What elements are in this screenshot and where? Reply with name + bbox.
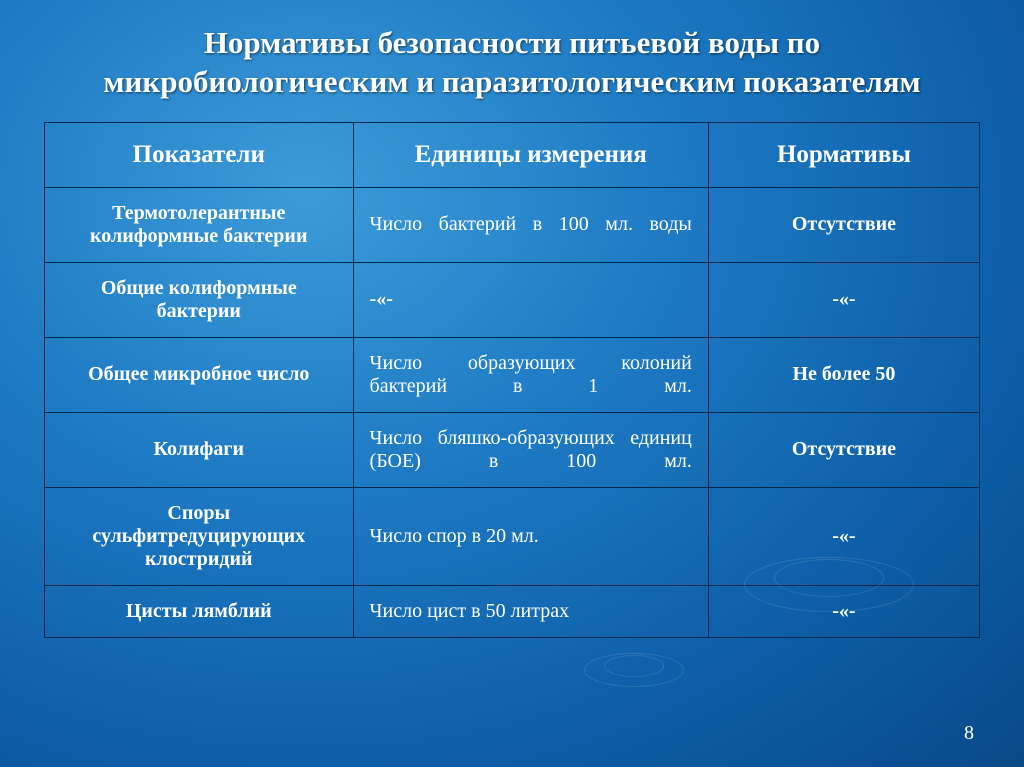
cell-unit: Число спор в 20 мл.	[353, 487, 708, 585]
table-row: Термотолерантные колиформные бактерии Чи…	[45, 187, 980, 262]
table-row: Общее микробное число Число образующих к…	[45, 337, 980, 412]
header-units: Единицы измерения	[353, 122, 708, 187]
cell-norm: -«-	[708, 585, 979, 637]
cell-indicator: Общее микробное число	[45, 337, 354, 412]
header-indicators: Показатели	[45, 122, 354, 187]
slide: Нормативы безопасности питьевой воды по …	[0, 0, 1024, 767]
table-row: Споры сульфитредуцирующих клостридий Чис…	[45, 487, 980, 585]
cell-unit: Число цист в 50 литрах	[353, 585, 708, 637]
cell-unit: Число образующих колоний бактерий в 1 мл…	[353, 337, 708, 412]
cell-unit: -«-	[353, 262, 708, 337]
cell-norm: Отсутствие	[708, 187, 979, 262]
table-header-row: Показатели Единицы измерения Нормативы	[45, 122, 980, 187]
table-row: Цисты лямблий Число цист в 50 литрах -«-	[45, 585, 980, 637]
header-norms: Нормативы	[708, 122, 979, 187]
cell-indicator: Термотолерантные колиформные бактерии	[45, 187, 354, 262]
water-ripple-decoration	[584, 653, 684, 687]
slide-title: Нормативы безопасности питьевой воды по …	[44, 24, 980, 102]
table-row: Колифаги Число бляшко-образующих единиц …	[45, 412, 980, 487]
cell-indicator: Колифаги	[45, 412, 354, 487]
cell-norm: -«-	[708, 262, 979, 337]
table-row: Общие колиформные бактерии -«- -«-	[45, 262, 980, 337]
cell-norm: -«-	[708, 487, 979, 585]
cell-unit: Число бляшко-образующих единиц (БОЕ) в 1…	[353, 412, 708, 487]
cell-indicator: Цисты лямблий	[45, 585, 354, 637]
cell-norm: Отсутствие	[708, 412, 979, 487]
cell-unit: Число бактерий в 100 мл. воды	[353, 187, 708, 262]
cell-indicator: Общие колиформные бактерии	[45, 262, 354, 337]
page-number: 8	[964, 722, 974, 745]
cell-indicator: Споры сульфитредуцирующих клостридий	[45, 487, 354, 585]
cell-norm: Не более 50	[708, 337, 979, 412]
standards-table: Показатели Единицы измерения Нормативы Т…	[44, 122, 980, 638]
water-ripple-decoration	[604, 655, 664, 677]
